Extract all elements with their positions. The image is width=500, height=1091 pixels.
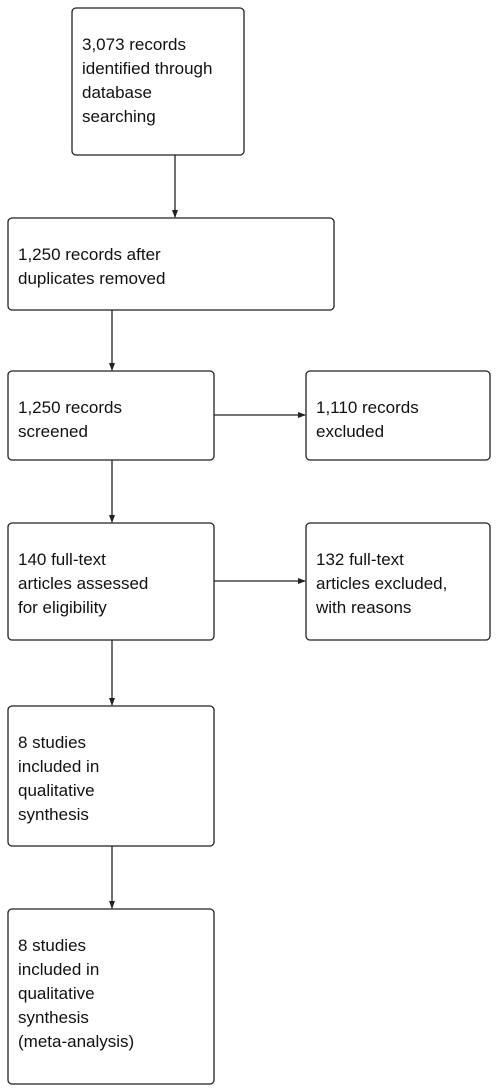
node-label-line: identified through: [82, 59, 212, 78]
node-box: [7, 217, 335, 311]
node-label-line: with reasons: [315, 598, 411, 617]
node-box: [305, 370, 491, 461]
node-label-line: qualitative: [18, 781, 95, 800]
node-box: [305, 522, 491, 641]
node-label-line: 132 full-text: [316, 550, 404, 569]
node-box: [71, 7, 245, 156]
node-label-line: excluded: [316, 422, 384, 441]
flow-node: 3,073 records identified through database s…: [71, 7, 245, 156]
flow-node: 140 full-text articles assessed for eligib…: [7, 522, 215, 641]
flow-node: 1,250 records after duplicates removed: [7, 217, 335, 311]
node-label-line: articles excluded,: [316, 574, 447, 593]
flow-node: 8 studies included in qualitative synthesis…: [7, 908, 215, 1085]
node-box: [7, 908, 215, 1085]
node-label-line: for eligibility: [18, 598, 107, 617]
node-label-line: 140 full-text: [18, 550, 106, 569]
nodes: 3,073 records identified through database s…: [7, 7, 491, 1085]
flow-node: 1,110 records excluded: [305, 370, 491, 461]
node-label-line: 1,250 records: [18, 398, 122, 417]
node-box: [7, 705, 215, 847]
node-label-line: searching: [82, 107, 156, 126]
node-label-line: included in: [18, 960, 99, 979]
node-label-line: qualitative: [18, 984, 95, 1003]
node-label-line: database: [82, 83, 152, 102]
flow-node: 8 studies included in qualitative synthesis: [7, 705, 215, 847]
node-label-line: 1,250 records after: [18, 245, 161, 264]
node-label-line: included in: [18, 757, 99, 776]
node-label-line: duplicates removed: [18, 269, 165, 288]
node-label-line: articles assessed: [18, 574, 148, 593]
node-label-line: 8 studies: [18, 733, 86, 752]
flow-node: 132 full-text articles excluded, with reas…: [305, 522, 491, 641]
node-label-line: synthesis: [18, 1008, 89, 1027]
node-box: [7, 522, 215, 641]
node-label-line: (meta-analysis): [18, 1032, 134, 1051]
flow-node: 1,250 records screened: [7, 370, 215, 461]
node-box: [7, 370, 215, 461]
edges: [109, 155, 306, 909]
node-label-line: 3,073 records: [82, 35, 186, 54]
node-label-line: 8 studies: [18, 936, 86, 955]
node-label-line: screened: [18, 422, 88, 441]
node-label-line: synthesis: [18, 805, 89, 824]
node-label-line: 1,110 records: [316, 398, 419, 417]
